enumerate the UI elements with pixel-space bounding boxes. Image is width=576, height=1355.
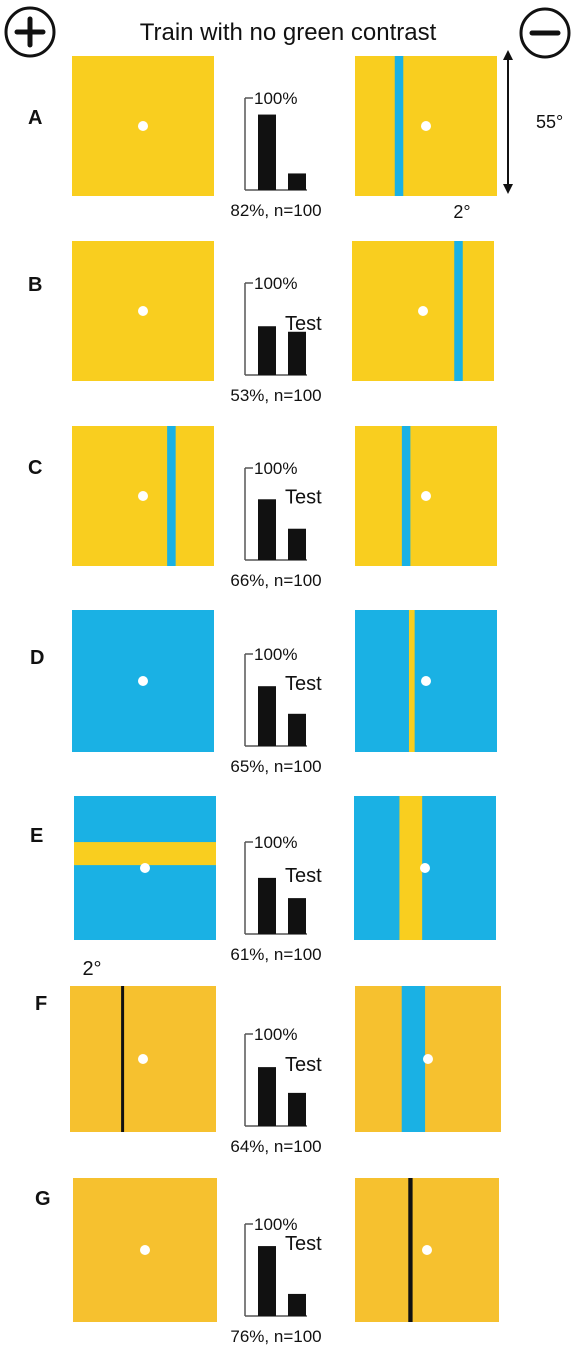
scale-annotation: 55° 2° bbox=[453, 50, 563, 222]
minus-fixation-dot bbox=[421, 676, 431, 686]
header: Train with no green contrast bbox=[4, 6, 571, 59]
test-label: Test bbox=[285, 1054, 322, 1076]
test-label: Test bbox=[285, 865, 322, 887]
plus-icon bbox=[4, 6, 56, 58]
minus-vertical-bar bbox=[394, 56, 404, 196]
chart-tick-label: 100% bbox=[254, 459, 297, 478]
chart-bar bbox=[258, 499, 276, 560]
chart-caption: 61%, n=100 bbox=[230, 945, 321, 964]
plus-fixation-dot bbox=[138, 491, 148, 501]
panel-g: G 100%Test 76%, n=100 bbox=[35, 1178, 499, 1346]
plus-fixation-dot bbox=[138, 676, 148, 686]
minus-fixation-dot bbox=[423, 1054, 433, 1064]
plus-fixation-dot bbox=[140, 1245, 150, 1255]
chart-bar bbox=[258, 1246, 276, 1316]
panel-f: F 100% Test 64%, n=100 bbox=[35, 986, 501, 1156]
chart-bar bbox=[288, 331, 306, 375]
chart-caption: 82%, n=100 bbox=[230, 201, 321, 220]
chart-bar bbox=[288, 173, 306, 190]
chart-caption: 65%, n=100 bbox=[230, 757, 321, 776]
plus-vertical-bar bbox=[121, 986, 125, 1132]
chart-tick-label: 100% bbox=[254, 1215, 297, 1234]
minus-vertical-bar bbox=[401, 426, 411, 566]
panel-label: C bbox=[28, 457, 42, 479]
minus-icon bbox=[519, 7, 571, 59]
f-width-label: 2° bbox=[82, 958, 101, 980]
panel-label: E bbox=[30, 825, 43, 847]
chart-tick-label: 100% bbox=[254, 1025, 297, 1044]
chart-bar bbox=[258, 686, 276, 746]
plus-fixation-dot bbox=[140, 863, 150, 873]
chart-bar bbox=[288, 1092, 306, 1126]
chart-caption: 76%, n=100 bbox=[230, 1327, 321, 1346]
chart-bar bbox=[288, 528, 306, 560]
chart-bar bbox=[258, 877, 276, 934]
panel-e: E 100% Test 61%, n=100 bbox=[30, 796, 496, 964]
panel-label: B bbox=[28, 274, 42, 296]
chart-tick-label: 100% bbox=[254, 89, 297, 108]
plus-fixation-dot bbox=[138, 306, 148, 316]
chart-bar bbox=[288, 713, 306, 746]
panel-label: F bbox=[35, 993, 47, 1015]
panel-label: G bbox=[35, 1188, 51, 1210]
minus-fixation-dot bbox=[422, 1245, 432, 1255]
minus-vertical-bar bbox=[408, 610, 415, 752]
plus-fixation-dot bbox=[138, 1054, 148, 1064]
plus-fixation-dot bbox=[138, 121, 148, 131]
chart-tick-label: 100% bbox=[254, 274, 297, 293]
chart-bar bbox=[258, 326, 276, 375]
test-label: Test bbox=[285, 486, 322, 508]
minus-vertical-bar bbox=[401, 986, 426, 1132]
chart-bar bbox=[258, 1067, 276, 1126]
test-label: Test bbox=[285, 313, 322, 335]
minus-vertical-bar bbox=[408, 1178, 413, 1322]
minus-vertical-bar bbox=[399, 796, 423, 940]
chart-tick-label: 100% bbox=[254, 645, 297, 664]
panel-label: A bbox=[28, 107, 42, 129]
minus-fixation-dot bbox=[420, 863, 430, 873]
test-label: Test bbox=[285, 673, 322, 695]
minus-vertical-bar bbox=[454, 241, 463, 381]
panel-b: B 100% Test 53%, n=100 bbox=[28, 241, 494, 405]
chart-bar bbox=[258, 114, 276, 190]
plus-horizontal-bar bbox=[74, 842, 216, 866]
panel-d: D 100% Test 65%, n=100 bbox=[30, 610, 497, 776]
minus-fixation-dot bbox=[421, 121, 431, 131]
panel-a: A 100% 82%, n=100 bbox=[28, 56, 497, 220]
chart-caption: 53%, n=100 bbox=[230, 386, 321, 405]
chart-bar bbox=[288, 1293, 306, 1316]
figure-title: Train with no green contrast bbox=[140, 19, 437, 46]
height-label: 55° bbox=[536, 112, 563, 132]
test-label: Test bbox=[285, 1233, 322, 1255]
chart-caption: 66%, n=100 bbox=[230, 571, 321, 590]
chart-tick-label: 100% bbox=[254, 833, 297, 852]
minus-fixation-dot bbox=[421, 491, 431, 501]
width-label: 2° bbox=[453, 202, 470, 222]
plus-vertical-bar bbox=[167, 426, 176, 566]
panel-label: D bbox=[30, 647, 44, 669]
panel-c: C 100% Test 66%, n=100 bbox=[28, 426, 497, 590]
chart-caption: 64%, n=100 bbox=[230, 1137, 321, 1156]
minus-fixation-dot bbox=[418, 306, 428, 316]
chart-bar bbox=[288, 898, 306, 934]
